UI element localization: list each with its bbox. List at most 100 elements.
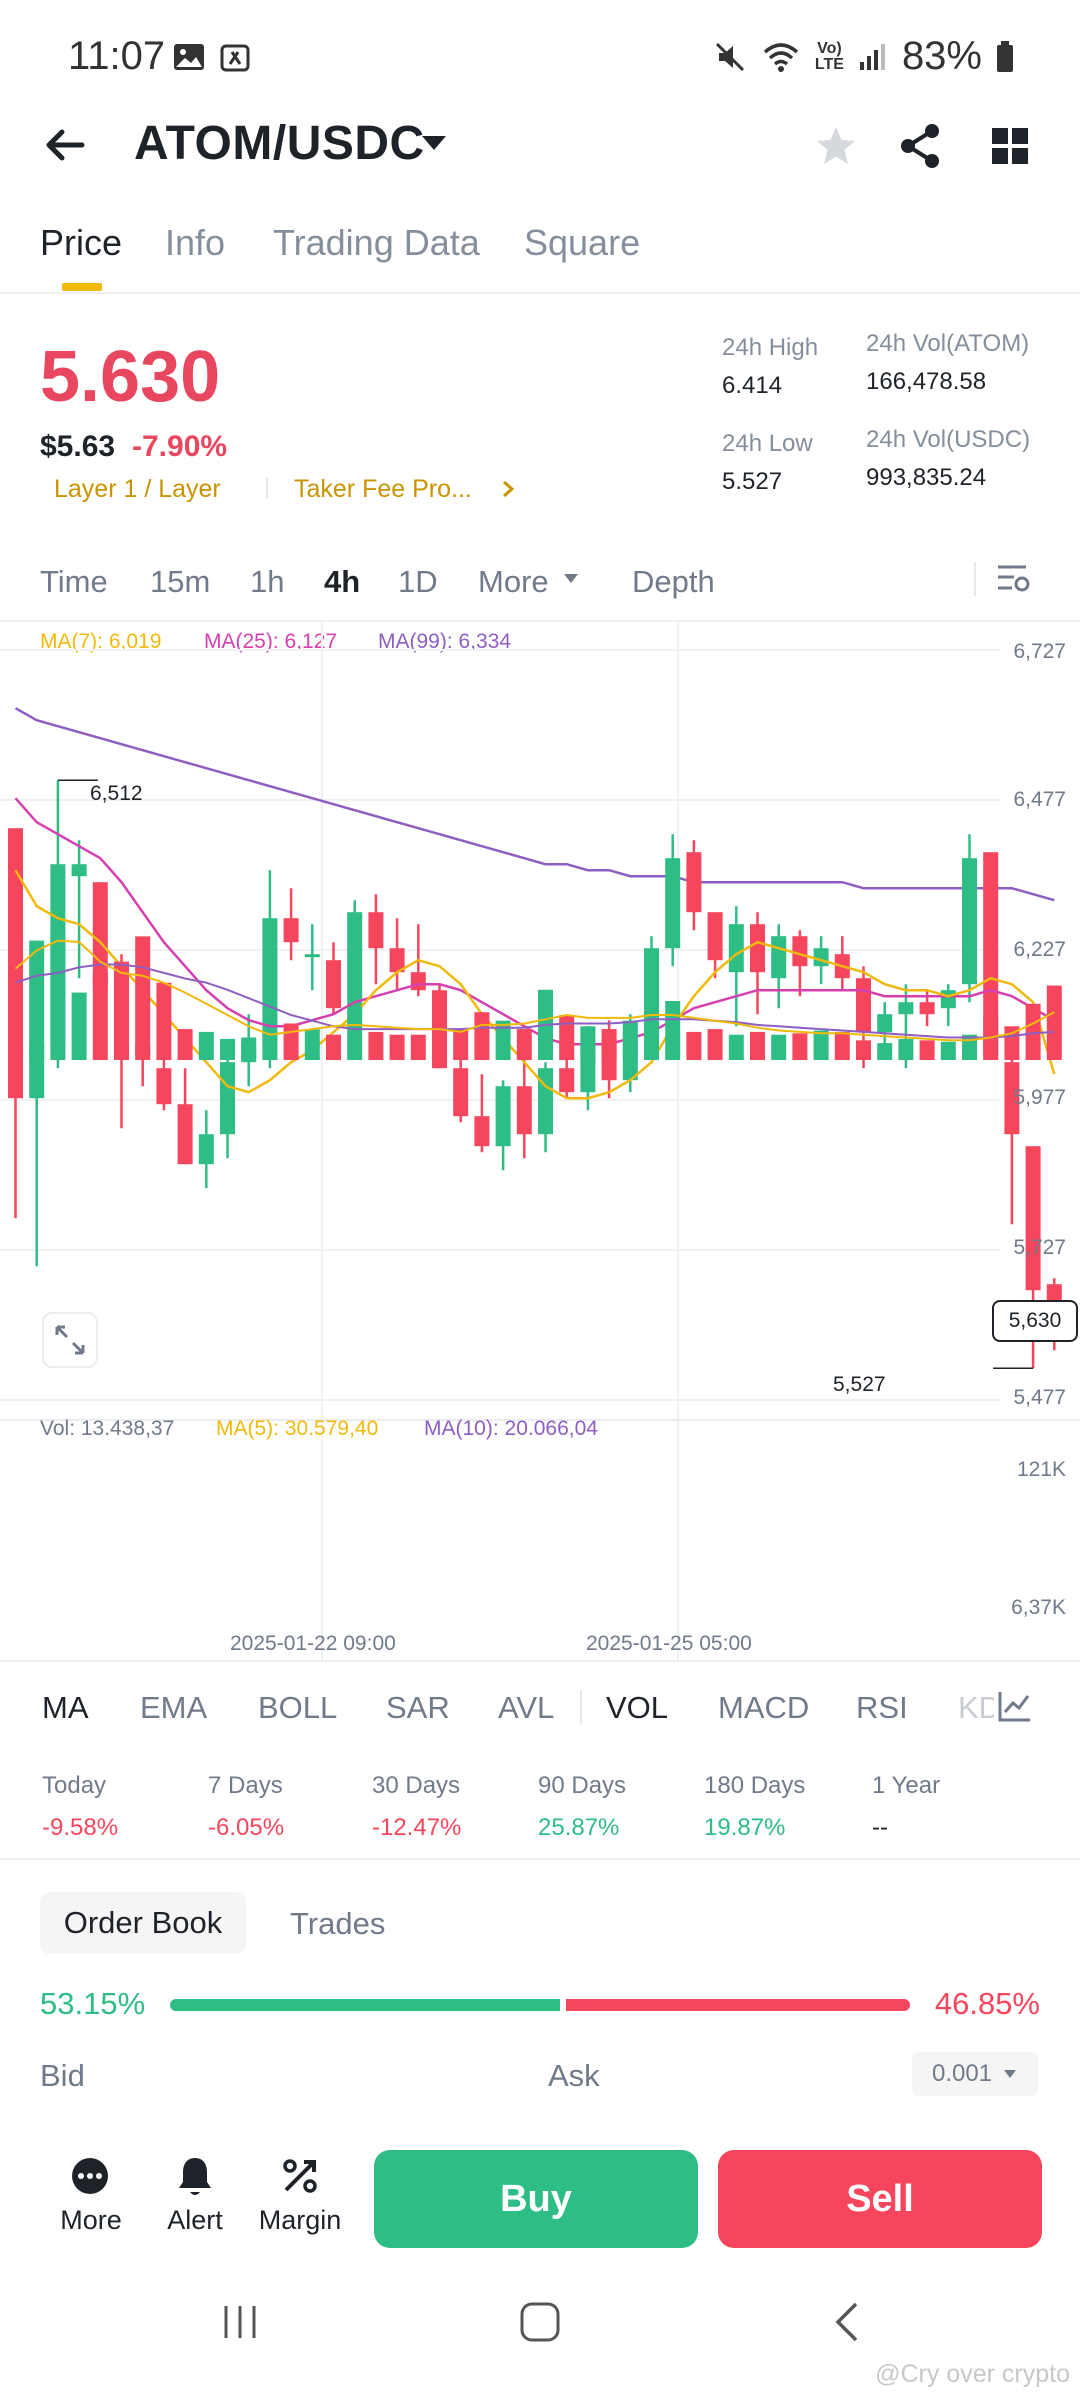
volume-bar (601, 1029, 617, 1060)
volume-bar (834, 1031, 850, 1060)
price-axis-label: 6,727 (1013, 640, 1066, 663)
more-button-label[interactable]: More (60, 2205, 122, 2235)
pair-title[interactable]: ATOM/USDC (134, 117, 425, 170)
volume-bar (283, 1023, 299, 1060)
ma7-legend: MA(7): 6,019 (40, 630, 162, 653)
candle (538, 1068, 553, 1135)
back-nav-icon[interactable] (826, 2300, 870, 2349)
back-arrow-icon[interactable] (40, 120, 90, 175)
volume-bar (813, 1030, 829, 1060)
tab-square[interactable]: Square (524, 222, 641, 263)
time-axis-label: 2025-01-22 09:00 (230, 1632, 396, 1655)
tab-price[interactable]: Price (40, 222, 123, 263)
vol-quote-value: 993,835.24 (866, 464, 987, 491)
interval-separator (974, 562, 976, 596)
candle (728, 924, 744, 973)
indicator-vol[interactable]: VOL (606, 1690, 669, 1725)
candle (962, 858, 977, 985)
volume-bar (220, 1038, 235, 1060)
buy-button[interactable]: Buy (374, 2150, 698, 2248)
interval-1d[interactable]: 1D (398, 564, 438, 599)
price-axis-label: 5,977 (1013, 1086, 1066, 1109)
volume-axis-label: 121K (1016, 1458, 1066, 1481)
volume-bar (940, 1041, 956, 1060)
volume-bar (771, 1034, 787, 1060)
indicator-separator (580, 1690, 582, 1724)
alert-bell-icon[interactable] (175, 2154, 215, 2203)
more-icon[interactable] (70, 2156, 110, 2201)
share-icon[interactable] (898, 122, 942, 175)
indicator-ema[interactable]: EMA (140, 1690, 208, 1725)
indicator-ma[interactable]: MA (42, 1690, 89, 1725)
indicator-settings-icon[interactable] (998, 1690, 1032, 1727)
indicator-kdj-clip[interactable]: KDJ (958, 1690, 994, 1726)
tab-trades[interactable]: Trades (290, 1906, 386, 1941)
candle (665, 858, 681, 949)
volume-bar (898, 1038, 914, 1060)
volume-bar (50, 933, 66, 1060)
category-tag[interactable]: Layer 1 / Layer (54, 475, 221, 503)
candlestick-chart[interactable] (0, 620, 1080, 1660)
low-marker-label: 5,527 (833, 1373, 886, 1396)
volume-bar (8, 890, 23, 1060)
sell-ratio: 46.85% (934, 1986, 1040, 2021)
candle (453, 1068, 469, 1117)
recent-apps-icon[interactable] (220, 2300, 264, 2349)
volume-bar (750, 1031, 765, 1060)
volume-ma10-legend: MA(10): 20.066,04 (424, 1417, 598, 1440)
perf-value: -12.47% (372, 1814, 462, 1841)
tab-order-book[interactable]: Order Book (40, 1892, 246, 1954)
margin-icon[interactable] (280, 2156, 320, 2201)
indicator-kdj[interactable]: KDJ (958, 1690, 994, 1725)
candle (304, 954, 320, 958)
perf-value: -6.05% (208, 1814, 285, 1841)
alert-button-label[interactable]: Alert (167, 2205, 223, 2235)
candle (707, 912, 723, 961)
candle (644, 948, 659, 1033)
chevron-right-icon[interactable] (500, 478, 516, 505)
candle (919, 1002, 935, 1015)
chart-settings-icon[interactable] (996, 562, 1032, 601)
price-markers (57, 779, 1065, 1369)
perf-label: 7 Days (208, 1772, 283, 1799)
indicator-rsi[interactable]: RSI (856, 1690, 908, 1725)
buy-ratio: 53.15% (40, 1986, 146, 2021)
volume-bar (177, 1029, 193, 1060)
tab-trading-data[interactable]: Trading Data (273, 222, 480, 263)
more-dropdown-icon[interactable] (562, 572, 580, 591)
volume-bar (580, 1026, 596, 1060)
margin-button-label[interactable]: Margin (258, 2205, 342, 2235)
precision-dropdown[interactable]: 0.001 (912, 2052, 1038, 2096)
tab-info[interactable]: Info (165, 222, 226, 263)
indicator-avl[interactable]: AVL (498, 1690, 555, 1725)
sell-button[interactable]: Sell (718, 2150, 1042, 2248)
vol-quote-label: 24h Vol(USDC) (866, 426, 1031, 453)
interval-time[interactable]: Time (40, 564, 108, 599)
indicator-macd[interactable]: MACD (718, 1690, 810, 1725)
battery-icon (997, 40, 1013, 72)
interval-4h[interactable]: 4h (324, 564, 361, 599)
interval-15m[interactable]: 15m (150, 564, 211, 599)
volume-bar (1046, 985, 1062, 1060)
perf-label: 180 Days (704, 1772, 806, 1799)
indicator-sar[interactable]: SAR (386, 1690, 450, 1725)
grid-menu-icon[interactable] (990, 126, 1030, 171)
interval-more[interactable]: More (478, 564, 549, 599)
interval-depth[interactable]: Depth (632, 564, 715, 599)
tag-separator (266, 478, 268, 498)
pair-dropdown-icon[interactable] (418, 132, 450, 161)
home-icon[interactable] (518, 2300, 562, 2349)
candle (262, 918, 278, 1045)
interval-1h[interactable]: 1h (250, 564, 285, 599)
price-axis-label: 6,227 (1013, 938, 1066, 961)
ma99-line (14, 707, 1055, 902)
vol-base-value: 166,478.58 (866, 368, 987, 395)
perf-label: 30 Days (372, 1772, 461, 1799)
buy-ratio-bar (170, 1999, 560, 2011)
taker-fee-link[interactable]: Taker Fee Pro... (294, 475, 472, 503)
current-price-marker: 5,630 (992, 1300, 1078, 1342)
indicator-boll[interactable]: BOLL (258, 1690, 338, 1725)
high-marker-label: 6,512 (90, 782, 143, 805)
fullscreen-button[interactable] (42, 1312, 98, 1368)
favorite-star-icon[interactable] (814, 124, 858, 173)
